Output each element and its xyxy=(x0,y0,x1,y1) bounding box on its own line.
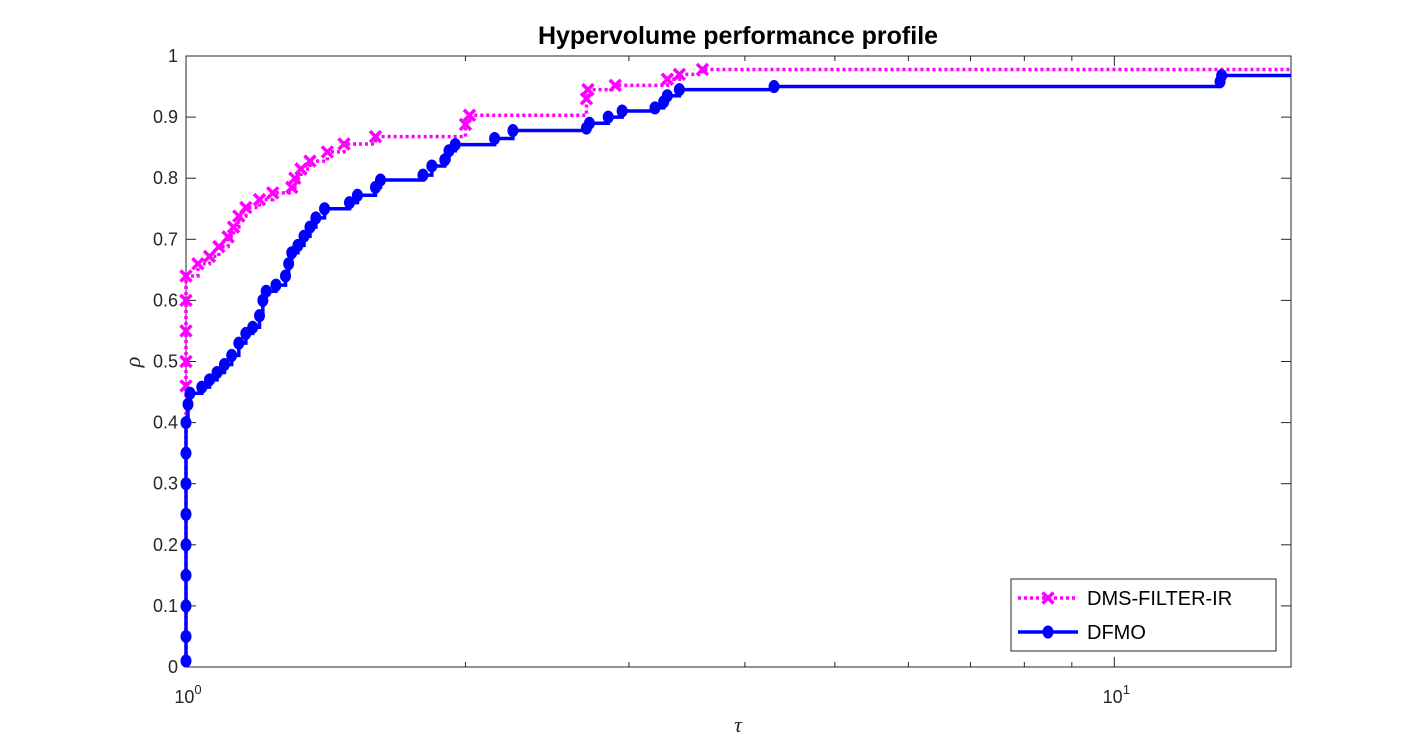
data-point xyxy=(211,365,223,379)
data-point xyxy=(368,129,383,144)
data-point xyxy=(196,380,208,394)
legend: DMS-FILTER-IR DFMO xyxy=(1010,578,1277,652)
data-point xyxy=(226,220,241,234)
data-point xyxy=(283,257,295,271)
data-point xyxy=(649,101,661,115)
data-point xyxy=(343,196,355,210)
legend-item-dms-filter-ir: DMS-FILTER-IR xyxy=(1018,588,1232,610)
legend-marker xyxy=(1041,591,1055,605)
data-point xyxy=(285,180,299,195)
x-axis-label: τ xyxy=(734,712,743,737)
data-point xyxy=(218,358,230,372)
data-point xyxy=(280,269,292,283)
data-point xyxy=(374,173,386,187)
data-point xyxy=(583,116,595,130)
y-tick-label: 0.3 xyxy=(153,474,178,494)
y-tick-label: 0.9 xyxy=(153,107,178,127)
data-point xyxy=(303,154,317,168)
data-point xyxy=(695,62,710,77)
data-point xyxy=(768,80,780,94)
data-point xyxy=(417,168,429,182)
series-dms-filter-ir xyxy=(179,62,1293,667)
data-point xyxy=(310,211,322,225)
series-dfmo xyxy=(180,69,1291,668)
data-point xyxy=(180,416,192,430)
data-point xyxy=(616,104,628,118)
y-tick-label: 0.4 xyxy=(153,413,178,433)
data-point xyxy=(212,239,226,254)
data-point xyxy=(179,324,193,338)
data-point xyxy=(179,293,193,308)
y-tick-label: 1 xyxy=(168,46,178,66)
data-point xyxy=(288,171,302,185)
data-point xyxy=(247,320,259,334)
data-point xyxy=(660,72,675,86)
legend-label: DMS-FILTER-IR xyxy=(1087,588,1232,610)
legend-item-dfmo: DFMO xyxy=(1018,622,1146,644)
y-tick-label: 0 xyxy=(168,657,178,677)
data-point xyxy=(292,238,304,252)
data-point xyxy=(265,186,280,200)
data-point xyxy=(179,269,193,283)
data-point xyxy=(602,110,614,124)
data-point xyxy=(458,117,473,132)
data-point xyxy=(673,83,685,97)
data-point xyxy=(672,67,687,82)
y-tick-label: 0.1 xyxy=(153,596,178,616)
data-point xyxy=(180,507,192,521)
data-point xyxy=(298,229,310,243)
axes: 0 0.1 0.2 0.3 0.4 0.5 0.6 0.7 0.8 0.9 1 100 101 xyxy=(153,46,1292,707)
chart-title: Hypervolume performance profile xyxy=(538,22,938,50)
data-point xyxy=(462,108,477,123)
data-point xyxy=(180,538,192,552)
data-point xyxy=(661,89,673,103)
y-tick-label: 0.6 xyxy=(153,290,178,310)
data-point xyxy=(180,477,192,491)
data-point xyxy=(304,220,316,234)
data-point xyxy=(320,145,335,159)
legend-marker xyxy=(1042,625,1054,639)
x-tick-label: 100 xyxy=(174,682,201,707)
data-point xyxy=(179,354,193,369)
x-tick-label: 101 xyxy=(1103,682,1130,707)
data-point xyxy=(191,257,205,271)
data-point xyxy=(252,192,267,207)
data-point xyxy=(319,202,331,216)
data-point xyxy=(426,159,438,173)
legend-box xyxy=(1010,578,1277,652)
data-point xyxy=(260,284,272,298)
data-point xyxy=(184,386,196,400)
data-point xyxy=(203,373,215,387)
data-point xyxy=(489,131,501,145)
data-point xyxy=(581,82,595,97)
plot-area xyxy=(186,56,1291,667)
y-tick-label: 0.8 xyxy=(153,168,178,188)
data-point xyxy=(182,397,194,411)
data-point xyxy=(202,249,217,264)
y-tick-label: 0.7 xyxy=(153,229,178,249)
y-tick-label: 0.5 xyxy=(153,352,178,372)
legend-label: DFMO xyxy=(1087,622,1146,644)
data-point xyxy=(337,137,351,151)
data-point xyxy=(180,599,192,613)
data-point xyxy=(1216,69,1228,83)
data-point xyxy=(226,348,238,362)
series-layer xyxy=(179,62,1293,668)
data-point xyxy=(221,230,235,244)
data-point xyxy=(270,278,282,292)
data-point xyxy=(239,200,253,215)
data-point xyxy=(449,138,461,152)
data-point xyxy=(180,568,192,582)
y-tick-label: 0.2 xyxy=(153,535,178,555)
data-point xyxy=(180,446,192,460)
data-point xyxy=(254,309,266,323)
data-point xyxy=(233,336,245,350)
data-point xyxy=(351,188,363,202)
data-point xyxy=(180,654,192,668)
y-axis-label: ρ xyxy=(120,357,145,369)
data-point xyxy=(180,629,192,643)
data-point xyxy=(507,124,519,138)
data-point xyxy=(608,78,622,93)
